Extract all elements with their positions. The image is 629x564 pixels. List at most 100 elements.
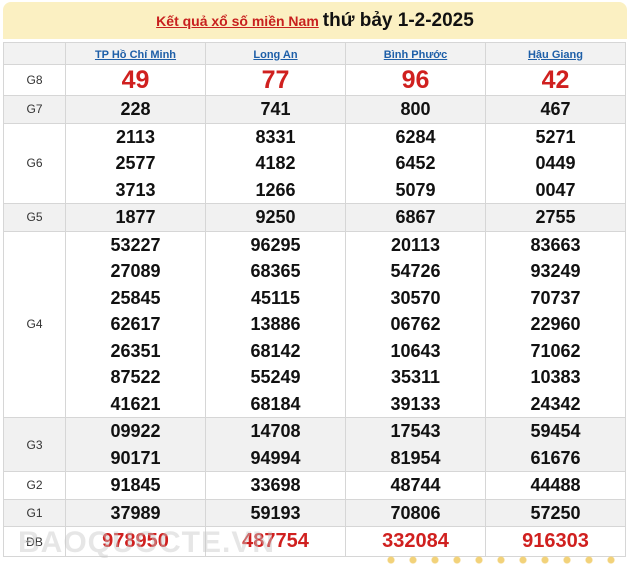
result-cell: 42 bbox=[485, 64, 626, 96]
page-title: Kết quả xổ số miền Nam thứ bảy 1-2-2025 bbox=[3, 2, 627, 39]
result-number: 0449 bbox=[535, 153, 576, 173]
prize-label: G6 bbox=[3, 122, 66, 204]
result-cell: 8331 4182 1266 bbox=[205, 122, 346, 204]
results-table: TP Hồ Chí Minh Long An Bình Phước Hậu Gi… bbox=[3, 42, 626, 557]
result-cell: 59193 bbox=[205, 498, 346, 527]
prize-label: G1 bbox=[3, 498, 66, 527]
prize-label: G2 bbox=[3, 471, 66, 500]
prize-row: ĐB 978950 487754 332084 916303 bbox=[3, 526, 626, 557]
province-link[interactable]: Bình Phước bbox=[383, 48, 448, 61]
result-number: 87522 bbox=[110, 367, 161, 387]
result-number: 09922 bbox=[110, 421, 161, 441]
result-number: 2755 bbox=[535, 207, 576, 227]
prize-row: G4 53227 27089 25845 62617 26351 87522 41621 962… bbox=[3, 230, 626, 418]
decorative-dots bbox=[380, 556, 625, 564]
prize-label: G3 bbox=[3, 417, 66, 472]
result-cell: 467 bbox=[485, 95, 626, 124]
prize-label: ĐB bbox=[3, 526, 66, 557]
result-number: 39133 bbox=[390, 393, 441, 414]
result-number: 70737 bbox=[530, 287, 581, 308]
result-number: 4182 bbox=[255, 153, 296, 173]
result-cell: 91845 bbox=[65, 471, 206, 500]
result-number: 24342 bbox=[530, 393, 581, 414]
result-number: 70806 bbox=[390, 502, 441, 523]
result-number: 71062 bbox=[530, 340, 581, 361]
result-cell: 53227 27089 25845 62617 26351 87522 41621 bbox=[65, 230, 206, 418]
result-number: 48744 bbox=[390, 475, 441, 495]
result-cell: 49 bbox=[65, 64, 206, 96]
result-number: 27089 bbox=[110, 261, 161, 281]
result-number: 978950 bbox=[102, 530, 169, 552]
result-number: 83663 bbox=[530, 234, 581, 255]
province-link[interactable]: Long An bbox=[253, 48, 298, 61]
result-cell: 978950 bbox=[65, 526, 206, 557]
result-number: 916303 bbox=[522, 530, 589, 552]
result-number: 62617 bbox=[110, 314, 161, 334]
result-cell: 77 bbox=[205, 64, 346, 96]
result-number: 35311 bbox=[390, 367, 441, 387]
prize-row: G8 49 77 96 42 bbox=[3, 64, 626, 96]
result-number: 14708 bbox=[250, 421, 301, 441]
result-number: 96295 bbox=[250, 234, 301, 255]
result-number: 96 bbox=[401, 66, 430, 94]
result-number: 06762 bbox=[390, 314, 441, 334]
result-number: 6284 bbox=[395, 126, 436, 147]
result-number: 6452 bbox=[395, 153, 436, 173]
header-row: TP Hồ Chí Minh Long An Bình Phước Hậu Gi… bbox=[3, 42, 626, 65]
result-cell: 800 bbox=[345, 95, 486, 124]
result-number: 45115 bbox=[250, 287, 301, 308]
prize-row: G6 2113 2577 3713 8331 4182 1266 6284 6452 5079 52… bbox=[3, 122, 626, 204]
prize-label: G8 bbox=[3, 64, 66, 96]
result-number: 26351 bbox=[110, 340, 161, 361]
results-link[interactable]: Kết quả xổ số miền Nam bbox=[156, 13, 319, 29]
result-number: 5079 bbox=[395, 179, 436, 200]
result-cell: 332084 bbox=[345, 526, 486, 557]
prize-row: G3 09922 90171 14708 94994 17543 81954 59454 616… bbox=[3, 417, 626, 472]
result-number: 17543 bbox=[390, 421, 441, 441]
province-link[interactable]: TP Hồ Chí Minh bbox=[94, 48, 177, 61]
result-number: 68142 bbox=[250, 340, 301, 361]
result-number: 57250 bbox=[530, 502, 581, 523]
result-number: 68365 bbox=[250, 261, 301, 281]
prize-row: G7 228 741 800 467 bbox=[3, 95, 626, 124]
result-cell: 70806 bbox=[345, 498, 486, 527]
result-number: 61676 bbox=[530, 447, 581, 468]
result-number: 5271 bbox=[535, 126, 576, 147]
result-number: 53227 bbox=[110, 234, 161, 255]
result-cell: 2755 bbox=[485, 203, 626, 232]
result-cell: 487754 bbox=[205, 526, 346, 557]
draw-date: thứ bảy 1-2-2025 bbox=[322, 10, 474, 31]
result-number: 93249 bbox=[530, 261, 581, 281]
result-cell: 14708 94994 bbox=[205, 417, 346, 472]
result-number: 332084 bbox=[382, 530, 449, 552]
prize-row: G2 91845 33698 48744 44488 bbox=[3, 471, 626, 500]
prize-row: G1 37989 59193 70806 57250 bbox=[3, 498, 626, 527]
result-number: 487754 bbox=[242, 530, 309, 552]
result-number: 741 bbox=[260, 99, 291, 119]
result-number: 91845 bbox=[110, 475, 161, 495]
result-number: 13886 bbox=[250, 314, 301, 334]
result-cell: 83663 93249 70737 22960 71062 10383 24342 bbox=[485, 230, 626, 418]
result-number: 77 bbox=[261, 66, 290, 94]
result-cell: 9250 bbox=[205, 203, 346, 232]
result-cell: 20113 54726 30570 06762 10643 35311 39133 bbox=[345, 230, 486, 418]
result-cell: 44488 bbox=[485, 471, 626, 500]
province-link[interactable]: Hậu Giang bbox=[527, 48, 583, 61]
result-cell: 741 bbox=[205, 95, 346, 124]
result-number: 10383 bbox=[530, 367, 581, 387]
result-cell: 59454 61676 bbox=[485, 417, 626, 472]
result-number: 59454 bbox=[530, 421, 581, 441]
result-number: 41621 bbox=[110, 393, 161, 414]
result-number: 42 bbox=[541, 66, 570, 94]
result-number: 0047 bbox=[535, 179, 576, 200]
result-number: 10643 bbox=[390, 340, 441, 361]
result-number: 44488 bbox=[530, 475, 581, 495]
result-number: 8331 bbox=[255, 126, 296, 147]
result-cell: 2113 2577 3713 bbox=[65, 122, 206, 204]
result-number: 55249 bbox=[250, 367, 301, 387]
result-cell: 09922 90171 bbox=[65, 417, 206, 472]
result-number: 6867 bbox=[395, 207, 436, 227]
result-cell: 96 bbox=[345, 64, 486, 96]
result-number: 1877 bbox=[115, 207, 156, 227]
result-number: 59193 bbox=[250, 502, 301, 523]
